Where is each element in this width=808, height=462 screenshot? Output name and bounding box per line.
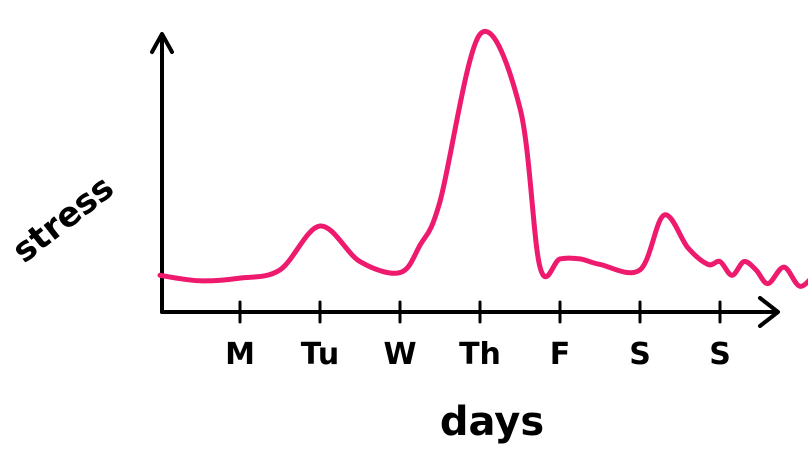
x-tick-label: F <box>550 337 571 372</box>
x-tick-labels: M Tu W Th F S S <box>225 337 731 372</box>
x-tick-label: S <box>709 337 731 372</box>
y-axis-label: stress <box>5 168 122 271</box>
x-axis-arrow-icon <box>758 296 780 328</box>
stress-series-line <box>157 29 808 289</box>
chart-axes <box>150 32 780 328</box>
x-tick-label: M <box>225 337 255 372</box>
x-ticks <box>238 300 722 324</box>
y-axis-arrow-icon <box>150 32 174 54</box>
x-tick-label: W <box>383 337 416 372</box>
x-tick-label: Th <box>459 337 501 372</box>
x-tick-label: S <box>629 337 651 372</box>
x-axis-label: days <box>440 399 544 445</box>
x-tick-label: Tu <box>301 337 340 372</box>
